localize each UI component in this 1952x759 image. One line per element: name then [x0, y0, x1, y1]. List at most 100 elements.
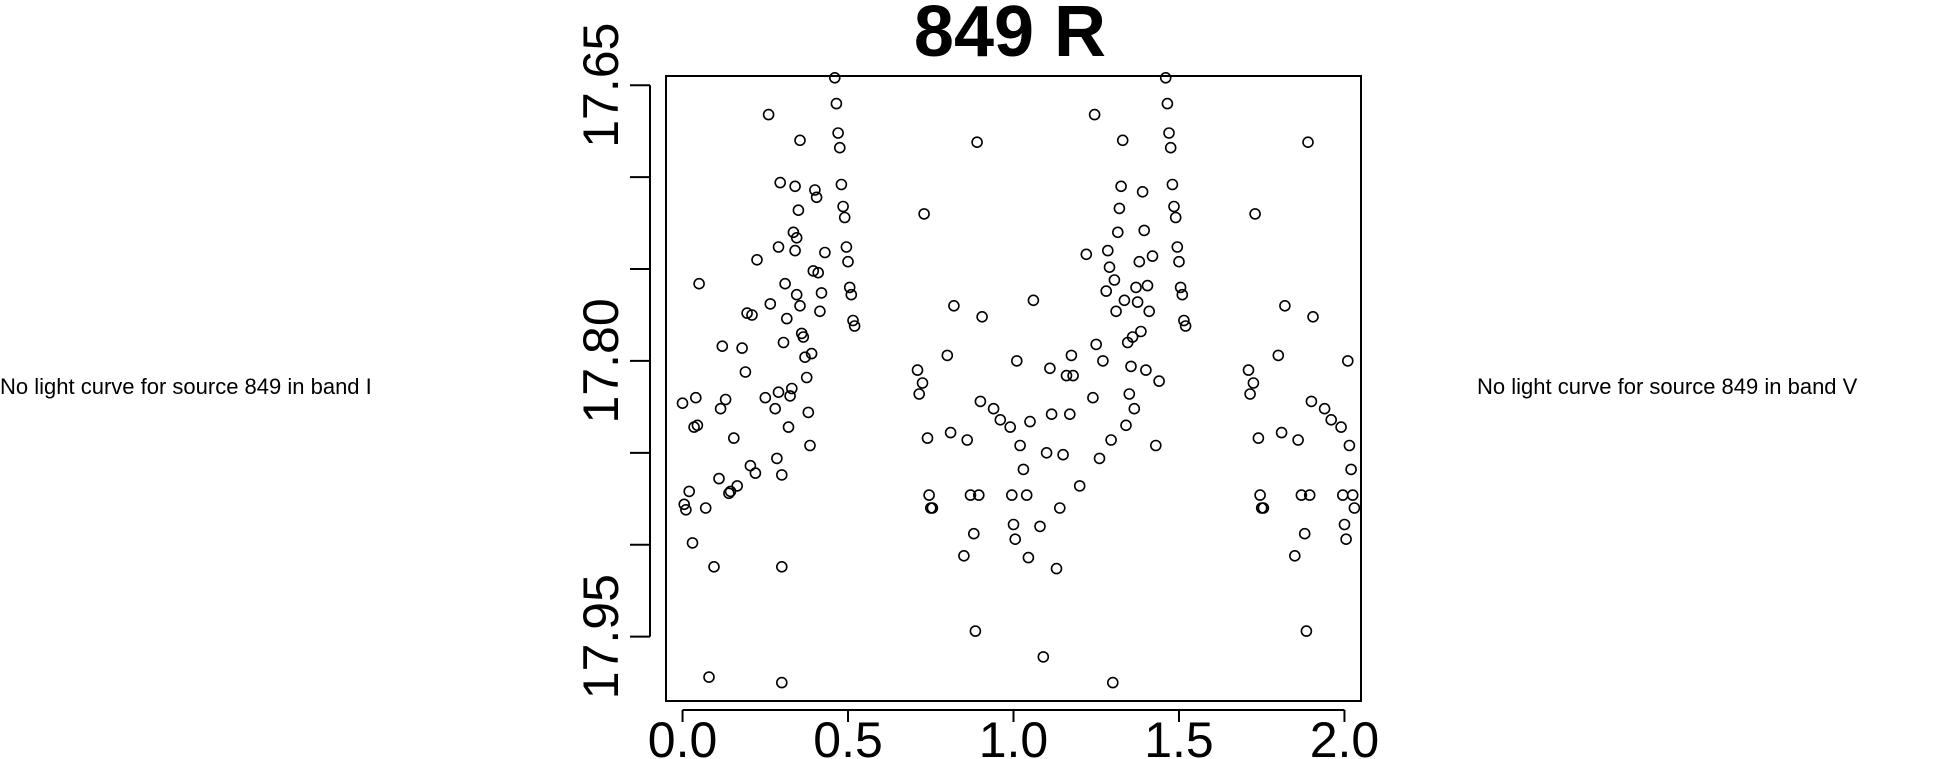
data-point [739, 366, 752, 378]
data-point [1325, 413, 1337, 426]
data-point [789, 244, 801, 257]
data-point [1244, 388, 1256, 400]
data-point [1050, 562, 1063, 575]
data-point [840, 241, 853, 253]
data-point [911, 364, 924, 376]
data-point [794, 299, 806, 312]
data-point [789, 180, 801, 193]
data-point [1307, 310, 1319, 323]
x-tick-label: 2.0 [1310, 712, 1380, 759]
data-point [1140, 364, 1152, 376]
data-point [1179, 320, 1192, 332]
data-point [1150, 439, 1162, 452]
data-point [762, 108, 775, 121]
data-point [1300, 625, 1313, 637]
data-point [1247, 377, 1260, 389]
data-point [1115, 180, 1127, 193]
data-point [987, 402, 1000, 415]
data-point [703, 671, 715, 683]
data-point [921, 432, 934, 444]
data-point [958, 549, 970, 562]
data-point [782, 421, 795, 433]
data-point [1252, 432, 1265, 444]
data-point [792, 204, 805, 216]
data-points [676, 72, 1361, 689]
data-point [835, 178, 848, 191]
data-point [779, 277, 791, 290]
data-point [812, 266, 825, 279]
data-point [1289, 549, 1301, 562]
data-point [790, 232, 803, 244]
data-point [1345, 463, 1357, 476]
data-point [1065, 349, 1078, 362]
data-point [1346, 489, 1359, 501]
data-point [794, 134, 806, 147]
data-point [1097, 355, 1109, 367]
data-point [772, 241, 785, 253]
data-point [1060, 369, 1073, 382]
data-point [837, 200, 849, 213]
data-point [1343, 439, 1356, 452]
data-point [751, 253, 763, 266]
data-point [1295, 489, 1308, 501]
data-point [1108, 274, 1121, 286]
data-point [1171, 241, 1184, 253]
data-point [967, 527, 980, 540]
data-point [1009, 533, 1022, 546]
data-point [699, 502, 712, 514]
data-point [769, 402, 782, 415]
data-point [1113, 202, 1126, 215]
data-point [727, 432, 740, 444]
data-point [847, 314, 859, 327]
data-point [1169, 211, 1182, 224]
data-point [805, 347, 818, 360]
data-point [1020, 489, 1033, 501]
data-point [1163, 127, 1175, 139]
data-point [1004, 421, 1017, 433]
data-point [1173, 255, 1185, 268]
data-point [1254, 489, 1266, 501]
data-point [686, 537, 699, 549]
data-point [838, 211, 851, 224]
data-point [964, 489, 977, 501]
data-point [736, 342, 748, 354]
data-point [1014, 439, 1026, 452]
data-point [1045, 408, 1058, 421]
data-point [1242, 364, 1255, 376]
chart-title: 849 R [914, 0, 1106, 72]
x-tick-label: 0.0 [648, 712, 718, 759]
data-point [1143, 305, 1155, 318]
data-point [842, 255, 854, 268]
data-point [797, 331, 810, 343]
data-point [689, 391, 702, 404]
data-point [746, 309, 758, 321]
y-axis: 17.65 17.80 17.95 [573, 23, 651, 699]
x-tick-label: 0.5 [813, 712, 883, 759]
data-point [1128, 402, 1141, 415]
data-point [1007, 518, 1020, 531]
data-point [1100, 285, 1112, 297]
y-tick-label: 17.65 [573, 23, 629, 148]
data-point [1153, 375, 1165, 387]
data-point [807, 265, 820, 277]
data-point [994, 413, 1007, 426]
data-point [1138, 224, 1150, 237]
data-point [1123, 388, 1136, 400]
data-point [799, 351, 811, 364]
data-point [1130, 281, 1142, 294]
data-point [1302, 136, 1314, 148]
data-point [1120, 419, 1132, 432]
data-point [969, 625, 982, 637]
data-point [1116, 134, 1129, 147]
data-point [1087, 391, 1099, 404]
data-point [1141, 279, 1154, 292]
data-point [731, 480, 744, 492]
data-point [775, 676, 788, 689]
y-tick-label: 17.95 [573, 574, 629, 699]
data-point [775, 469, 788, 481]
data-point [1105, 434, 1117, 446]
data-point [1112, 226, 1124, 239]
data-point [774, 176, 787, 189]
data-point [1067, 369, 1079, 382]
